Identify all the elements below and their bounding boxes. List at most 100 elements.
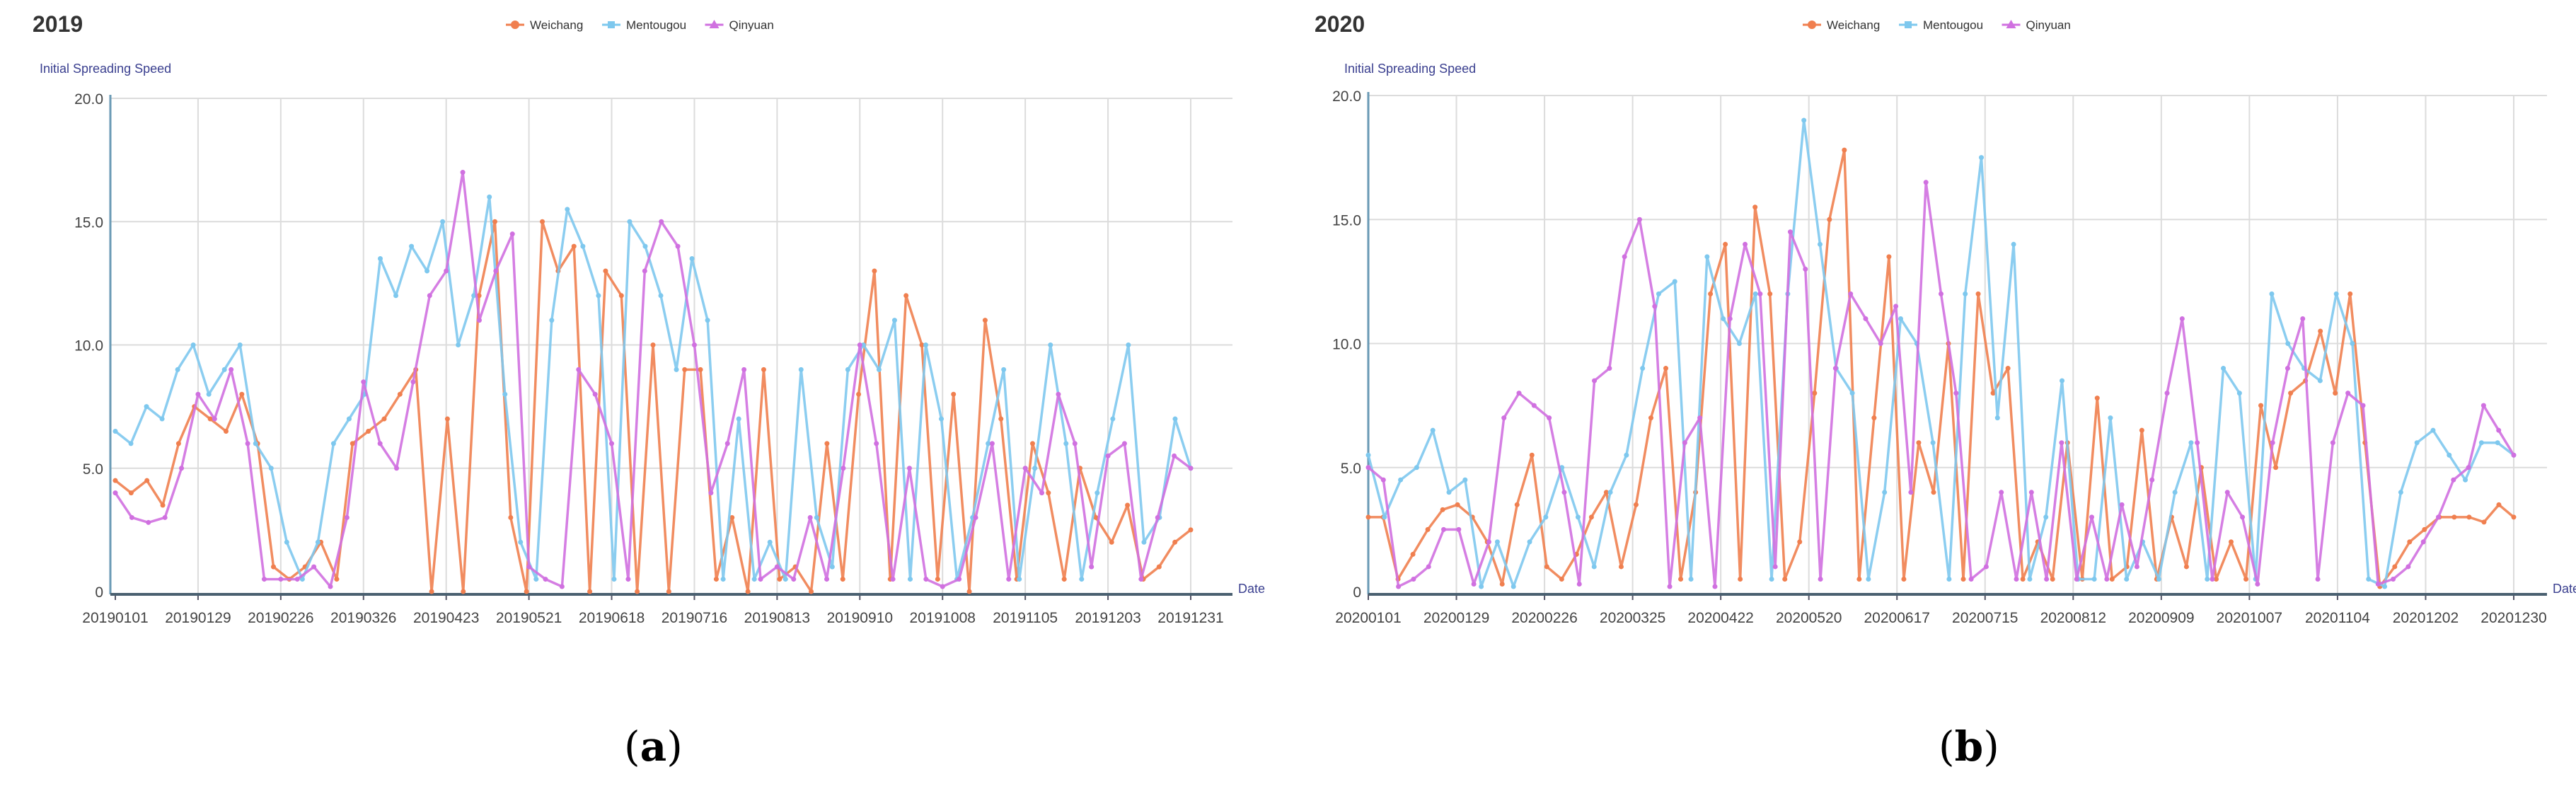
data-point: [798, 367, 804, 372]
data-point: [814, 514, 819, 520]
data-point: [2435, 514, 2441, 520]
x-tick-label: 20200325: [1600, 610, 1665, 626]
data-point: [1172, 539, 1178, 545]
data-point: [1001, 367, 1007, 372]
data-point: [1882, 490, 1888, 495]
data-point: [2382, 584, 2388, 589]
y-tick-label: 10.0: [1332, 337, 1361, 353]
data-point: [461, 589, 466, 594]
data-point: [2005, 366, 2011, 371]
data-point: [2347, 291, 2353, 296]
data-point: [1827, 217, 1832, 222]
data-point: [1931, 490, 1936, 495]
data-point: [377, 441, 383, 446]
data-point: [2350, 341, 2355, 346]
data-point: [1440, 507, 1445, 512]
data-point: [2240, 514, 2246, 520]
y-tick-label: 5.0: [83, 461, 103, 478]
data-point: [824, 577, 830, 582]
data-point: [774, 564, 780, 570]
x-tick-label: 20190618: [579, 610, 645, 626]
data-point: [658, 293, 664, 299]
data-point: [190, 342, 196, 347]
data-point: [2285, 366, 2290, 371]
data-point: [1529, 452, 1535, 458]
data-point: [1866, 576, 1871, 582]
data-point: [1380, 477, 1386, 483]
data-point: [603, 268, 608, 274]
data-point: [876, 367, 882, 372]
data-point: [328, 584, 333, 589]
data-point: [809, 589, 814, 594]
data-point: [935, 577, 940, 582]
data-point: [1975, 291, 1981, 296]
data-point: [1494, 539, 1500, 545]
legend-label: Qinyuan: [729, 18, 774, 32]
data-point: [1141, 539, 1147, 545]
data-point: [410, 379, 416, 385]
x-tick-label: 20200812: [2040, 610, 2106, 626]
data-point: [1121, 441, 1127, 446]
data-point: [271, 564, 277, 570]
data-point: [237, 342, 243, 347]
data-point: [1983, 564, 1989, 570]
data-point: [923, 342, 929, 347]
data-point: [2345, 391, 2351, 396]
data-point: [724, 441, 730, 446]
data-point: [1607, 366, 1612, 371]
data-point: [1514, 502, 1520, 507]
data-point: [2164, 391, 2170, 396]
data-point: [1499, 581, 1505, 587]
data-point: [229, 367, 234, 372]
data-point: [1743, 241, 1748, 247]
series-mentougou: [1365, 117, 2517, 589]
data-point: [2027, 576, 2033, 582]
data-point: [611, 577, 617, 582]
data-point: [1916, 440, 1922, 446]
x-axis-label: Date: [1238, 582, 1265, 596]
data-point: [989, 441, 995, 446]
data-point: [1559, 576, 1564, 582]
data-point: [1688, 576, 1694, 582]
data-point: [1486, 539, 1491, 545]
x-tick-label: 20200617: [1864, 610, 1930, 626]
chart-title: 2020: [1315, 11, 1365, 37]
data-point: [2050, 576, 2055, 582]
data-point: [2091, 576, 2097, 582]
data-point: [1592, 378, 1598, 383]
data-point: [460, 170, 466, 175]
data-point: [1603, 490, 1609, 495]
series-line: [1368, 149, 2515, 588]
x-tick-label: 20191008: [910, 610, 976, 626]
data-point: [1155, 514, 1160, 520]
data-point: [144, 478, 150, 483]
data-point: [524, 589, 529, 594]
data-point: [698, 367, 703, 372]
data-point: [2044, 576, 2050, 582]
data-point: [394, 466, 400, 471]
data-point: [2134, 564, 2139, 570]
data-point: [777, 577, 782, 582]
data-point: [2407, 539, 2413, 545]
data-point: [2451, 514, 2457, 520]
data-point: [487, 194, 492, 200]
data-point: [1446, 490, 1452, 495]
data-point: [2451, 477, 2456, 483]
x-tick-label: 20200101: [1335, 610, 1401, 626]
data-point: [635, 589, 640, 594]
y-axis-label: Initial Spreading Speed: [40, 62, 171, 76]
data-point: [713, 577, 719, 582]
data-point: [782, 577, 788, 582]
x-tick-label: 20190910: [827, 610, 893, 626]
y-tick-label: 5.0: [1341, 461, 1361, 477]
data-point: [2478, 440, 2484, 446]
data-point: [1462, 477, 1468, 483]
data-point: [998, 416, 1004, 422]
data-point: [212, 416, 217, 422]
data-point: [393, 293, 399, 299]
data-point: [366, 428, 371, 434]
data-point: [807, 514, 813, 520]
series-weichang: [1365, 147, 2517, 589]
data-point: [1048, 342, 1053, 347]
data-point: [923, 577, 929, 582]
